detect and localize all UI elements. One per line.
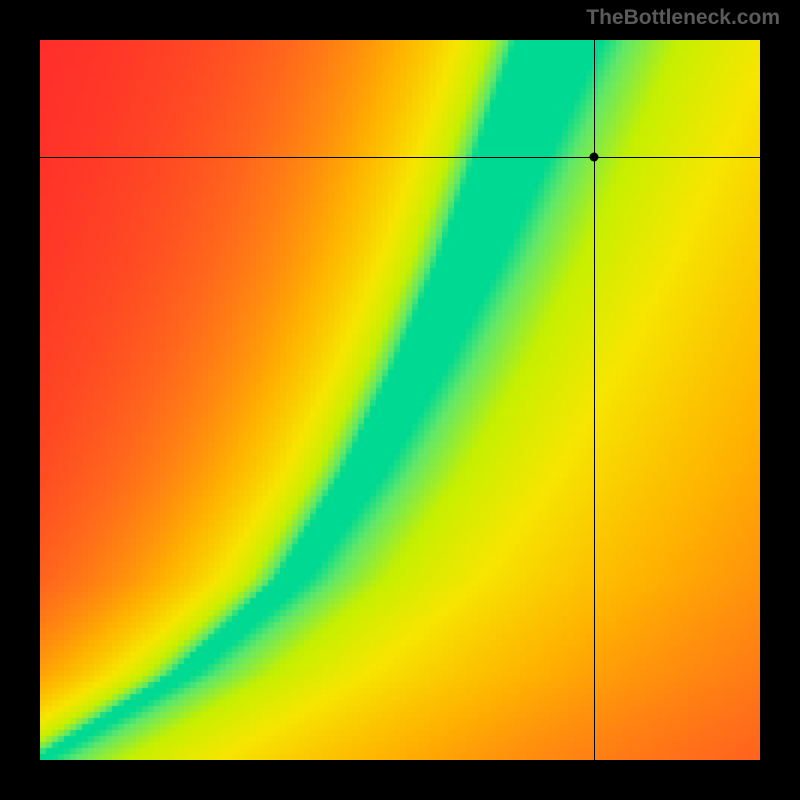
crosshair-vertical-line bbox=[594, 40, 595, 760]
heatmap-plot-area bbox=[40, 40, 760, 760]
crosshair-horizontal-line bbox=[40, 157, 760, 158]
watermark-text: TheBottleneck.com bbox=[586, 6, 780, 30]
crosshair-marker-dot bbox=[590, 152, 599, 161]
bottleneck-heatmap bbox=[40, 40, 760, 760]
